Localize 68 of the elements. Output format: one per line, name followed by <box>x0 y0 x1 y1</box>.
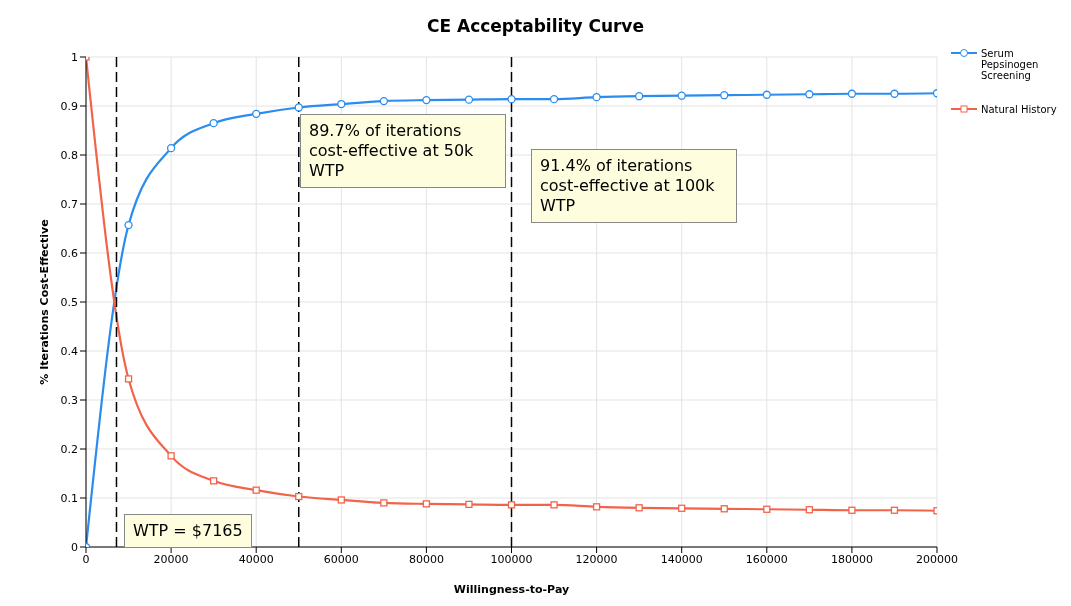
y-tick-label: 0.6 <box>60 246 78 260</box>
x-tick-label: 120000 <box>575 552 618 566</box>
y-tick-label: 0 <box>71 540 78 554</box>
point <box>635 504 643 512</box>
y-tick-label: 0.3 <box>60 393 78 407</box>
point <box>422 95 431 105</box>
x-tick-label: 180000 <box>830 552 873 566</box>
point <box>294 103 303 112</box>
point <box>635 92 644 101</box>
y-tick-label: 0.8 <box>60 148 78 162</box>
point <box>890 506 899 514</box>
point <box>252 109 261 118</box>
point <box>422 500 431 508</box>
point <box>720 91 729 100</box>
point <box>678 504 686 512</box>
point <box>762 90 771 99</box>
y-tick-label: 0.7 <box>60 197 78 211</box>
point <box>848 506 856 514</box>
x-axis-title: Willingness-to-Pay <box>453 583 570 596</box>
point <box>210 477 218 485</box>
annotation: 89.7% of iterations cost-effective at 50k WTP <box>300 114 506 188</box>
chart-title: CE Acceptability Curve <box>426 16 645 36</box>
y-tick-label: 0.1 <box>60 491 78 505</box>
x-tick-label: 140000 <box>660 552 703 566</box>
point <box>464 95 474 104</box>
x-tick-label: 100000 <box>490 552 533 566</box>
point <box>337 496 345 504</box>
point <box>295 492 303 501</box>
point <box>805 90 814 99</box>
y-axis-title: % Iterations Cost-Effective <box>37 219 51 385</box>
point <box>592 503 601 511</box>
y-tick-label: 0.4 <box>60 344 78 358</box>
point <box>465 500 473 509</box>
point <box>720 505 728 513</box>
point <box>166 143 176 153</box>
point <box>507 501 516 509</box>
legend-label: Natural History <box>981 103 1057 115</box>
point <box>252 486 260 494</box>
x-tick-label: 80000 <box>408 552 444 566</box>
point <box>124 375 133 383</box>
point <box>805 506 813 514</box>
point <box>592 93 601 102</box>
annotation: 91.4% of iterations cost-effective at 100k WTP <box>531 149 737 223</box>
point <box>549 94 559 104</box>
point <box>507 94 516 104</box>
point <box>677 91 686 100</box>
point <box>337 99 346 109</box>
point <box>379 96 388 106</box>
x-tick-label: 60000 <box>323 552 359 566</box>
point <box>763 505 771 513</box>
point <box>167 452 175 460</box>
y-tick-label: 0.9 <box>60 99 78 113</box>
point <box>847 89 857 98</box>
point <box>209 119 218 128</box>
point <box>124 220 133 230</box>
x-tick-label: 0 <box>82 552 90 566</box>
y-tick-label: 1 <box>71 50 78 64</box>
x-tick-label: 20000 <box>153 552 189 566</box>
x-tick-label: 40000 <box>238 552 274 566</box>
point <box>890 89 899 98</box>
x-tick-label: 160000 <box>745 552 788 566</box>
annotation: WTP = $7165 <box>124 514 252 548</box>
legend-label: Serum Pepsinogen Screening <box>981 47 1040 81</box>
x-tick-label: 200000 <box>916 552 958 566</box>
y-tick-label: 0.5 <box>60 295 78 309</box>
point <box>380 499 388 507</box>
point <box>550 501 558 509</box>
y-tick-label: 0.2 <box>60 442 78 456</box>
